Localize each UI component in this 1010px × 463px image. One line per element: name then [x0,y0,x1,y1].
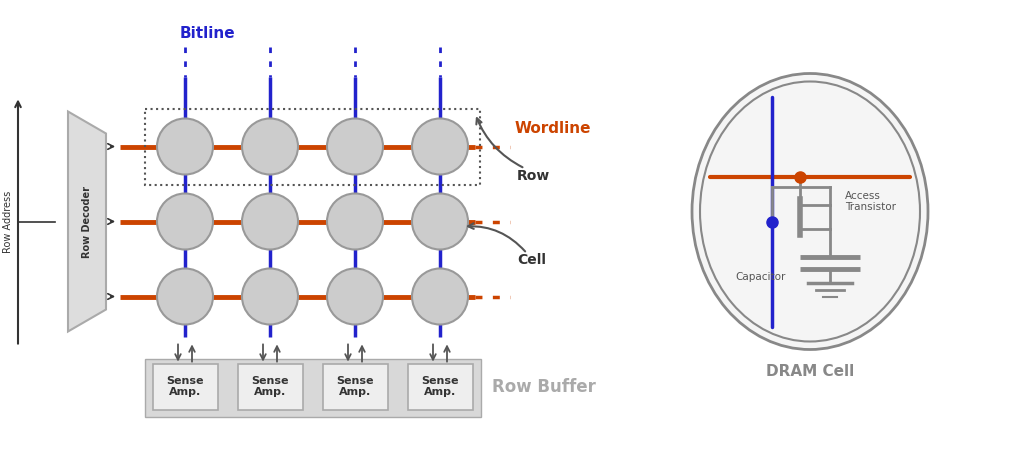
Ellipse shape [692,74,928,350]
Bar [145,108,480,184]
Ellipse shape [412,194,468,250]
Bar [407,363,473,409]
Text: Row Address: Row Address [3,190,13,253]
Ellipse shape [157,119,213,175]
Text: Sense
Amp.: Sense Amp. [421,375,459,397]
Ellipse shape [157,194,213,250]
Ellipse shape [327,119,383,175]
Text: Sense
Amp.: Sense Amp. [251,375,289,397]
Ellipse shape [157,269,213,325]
Polygon shape [68,112,106,332]
Bar [237,363,303,409]
Bar [322,363,388,409]
Text: Row Buffer: Row Buffer [493,377,596,395]
Ellipse shape [242,269,298,325]
Text: Row Decoder: Row Decoder [82,186,92,257]
Text: DRAM Cell: DRAM Cell [766,363,854,378]
Ellipse shape [242,194,298,250]
Ellipse shape [242,119,298,175]
Text: Sense
Amp.: Sense Amp. [336,375,374,397]
Ellipse shape [412,119,468,175]
Text: Capacitor: Capacitor [735,271,786,282]
Text: Bitline: Bitline [180,26,235,42]
Bar [153,363,217,409]
Text: Sense
Amp.: Sense Amp. [167,375,204,397]
Ellipse shape [327,194,383,250]
Text: Access
Transistor: Access Transistor [845,191,896,213]
Bar [144,358,481,417]
Ellipse shape [412,269,468,325]
Ellipse shape [327,269,383,325]
Text: Wordline: Wordline [515,121,592,136]
Text: Cell: Cell [517,252,546,267]
Text: Row: Row [517,169,550,183]
